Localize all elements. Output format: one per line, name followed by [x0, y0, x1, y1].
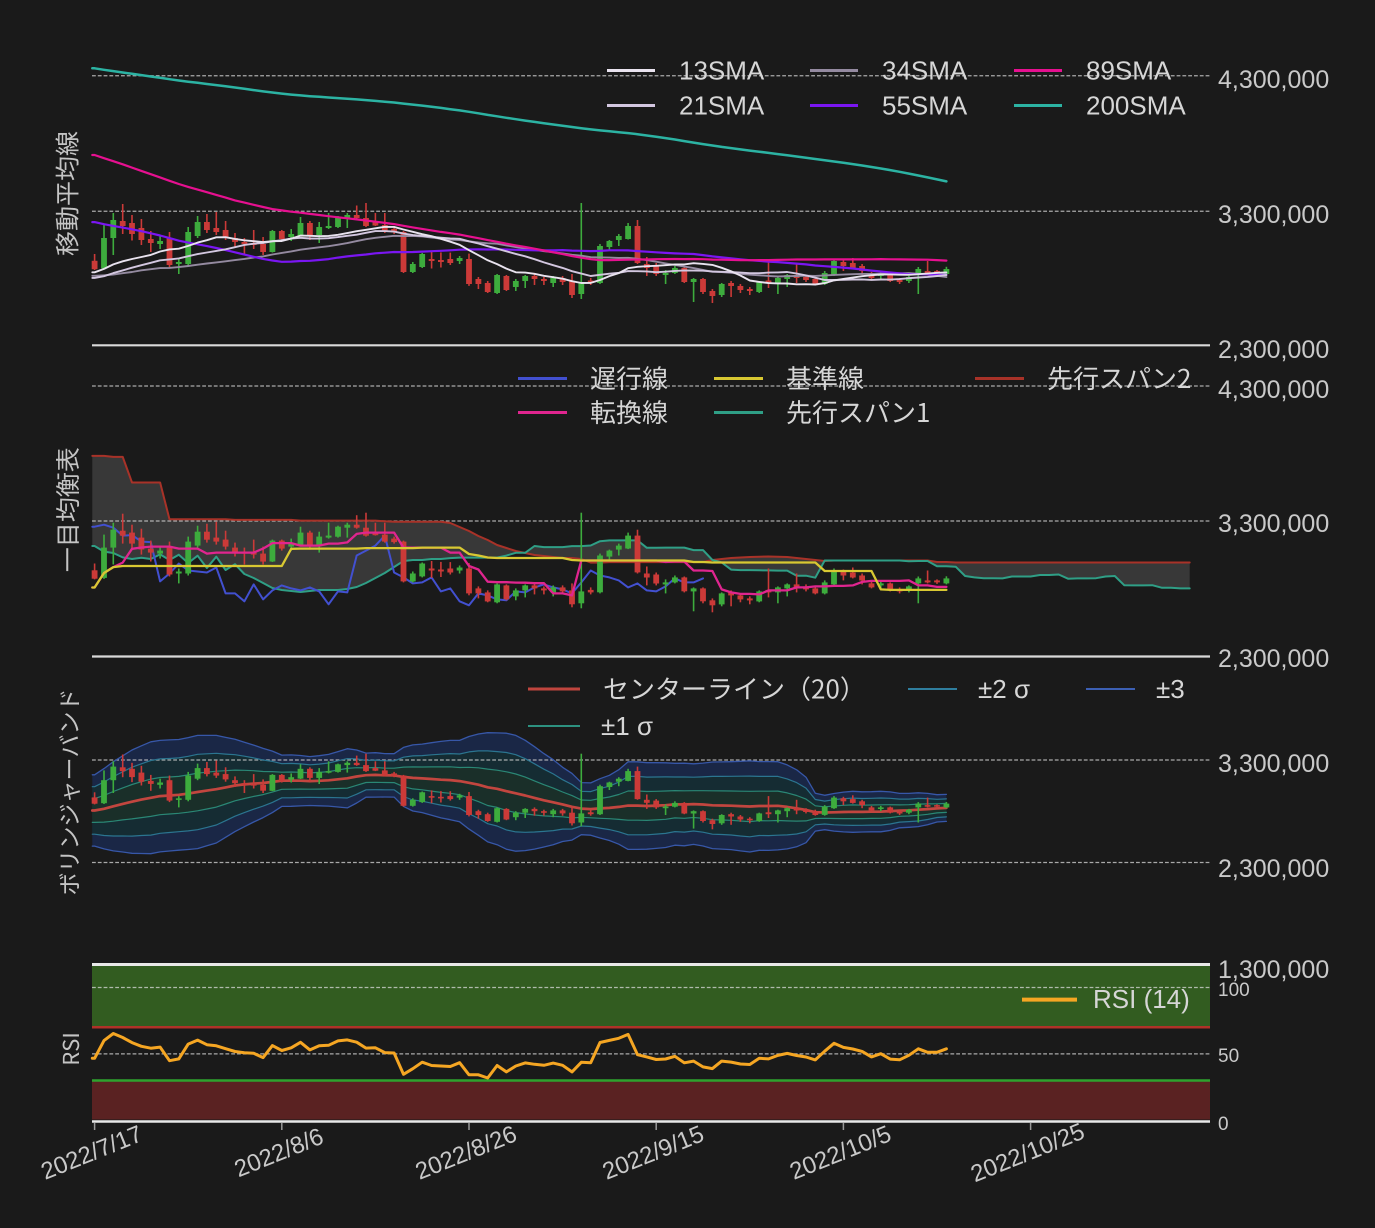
svg-text:±1 σ: ±1 σ: [601, 711, 653, 741]
svg-text:RSI (14): RSI (14): [1093, 984, 1190, 1014]
svg-text:3,300,000: 3,300,000: [1218, 750, 1329, 778]
svg-text:±2 σ: ±2 σ: [978, 674, 1030, 704]
svg-text:1,300,000: 1,300,000: [1218, 956, 1329, 984]
svg-text:2,300,000: 2,300,000: [1218, 645, 1329, 673]
svg-text:0: 0: [1218, 1114, 1229, 1135]
svg-text:4,300,000: 4,300,000: [1218, 66, 1329, 94]
svg-text:2,300,000: 2,300,000: [1218, 336, 1329, 364]
svg-text:21SMA: 21SMA: [679, 91, 765, 121]
svg-text:3,300,000: 3,300,000: [1218, 201, 1329, 229]
svg-text:13SMA: 13SMA: [679, 56, 765, 86]
svg-text:34SMA: 34SMA: [882, 56, 968, 86]
svg-text:100: 100: [1218, 980, 1250, 1001]
svg-text:89SMA: 89SMA: [1086, 56, 1172, 86]
svg-text:4,300,000: 4,300,000: [1218, 376, 1329, 404]
svg-text:55SMA: 55SMA: [882, 91, 968, 121]
svg-text:3,300,000: 3,300,000: [1218, 510, 1329, 538]
svg-text:50: 50: [1218, 1046, 1239, 1067]
svg-text:200SMA: 200SMA: [1086, 91, 1186, 121]
svg-text:2,300,000: 2,300,000: [1218, 855, 1329, 883]
svg-text:±3: ±3: [1156, 674, 1185, 704]
